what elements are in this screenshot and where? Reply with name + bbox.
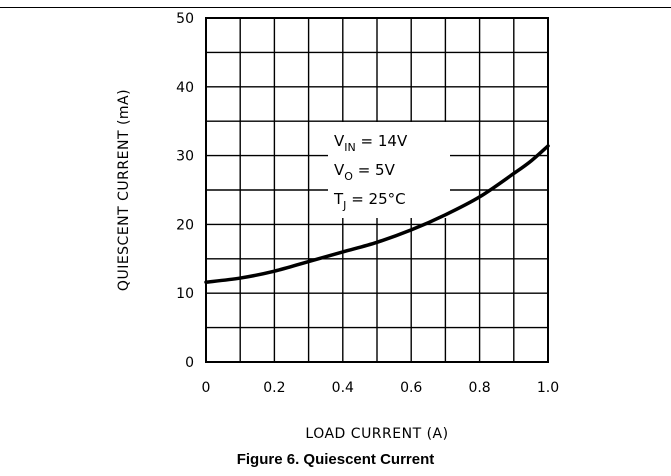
x-tick-label: 0.2 — [263, 380, 285, 396]
series-line — [204, 144, 550, 284]
plot-frame — [205, 17, 549, 363]
y-axis-label: QUIESCENT CURRENT (mA) — [116, 89, 132, 291]
x-tick-label: 1.0 — [537, 380, 559, 396]
x-tick-label: 0.4 — [332, 380, 354, 396]
top-rule — [0, 7, 671, 8]
annotation-background — [328, 122, 450, 218]
y-tick-label: 20 — [176, 217, 194, 233]
quiescent-current-chart: 0 0.2 0.4 0.6 0.8 1.0 0 10 20 30 40 50 VIN = 14V VO… — [116, 11, 560, 442]
x-axis-label: LOAD CURRENT (A) — [305, 426, 448, 442]
y-tick-labels: 0 10 20 30 40 50 — [176, 11, 194, 371]
x-tick-labels: 0 0.2 0.4 0.6 0.8 1.0 — [202, 380, 560, 396]
x-tick-label: 0.8 — [468, 380, 490, 396]
annotation-line: TJ = 25°C — [333, 190, 406, 212]
figure-caption: Figure 6. Quiescent Current — [236, 451, 435, 468]
y-tick-label: 40 — [176, 80, 194, 96]
x-tick-label: 0 — [202, 380, 211, 396]
y-tick-label: 10 — [176, 286, 194, 302]
annotation-line: VIN = 14V — [334, 132, 408, 154]
y-tick-label: 0 — [185, 355, 194, 371]
annotations: VIN = 14V VO = 5V TJ = 25°C — [333, 132, 408, 212]
y-tick-label: 50 — [176, 11, 194, 27]
x-tick-label: 0.6 — [400, 380, 422, 396]
y-tick-label: 30 — [176, 149, 194, 165]
annotation-line: VO = 5V — [334, 161, 396, 183]
